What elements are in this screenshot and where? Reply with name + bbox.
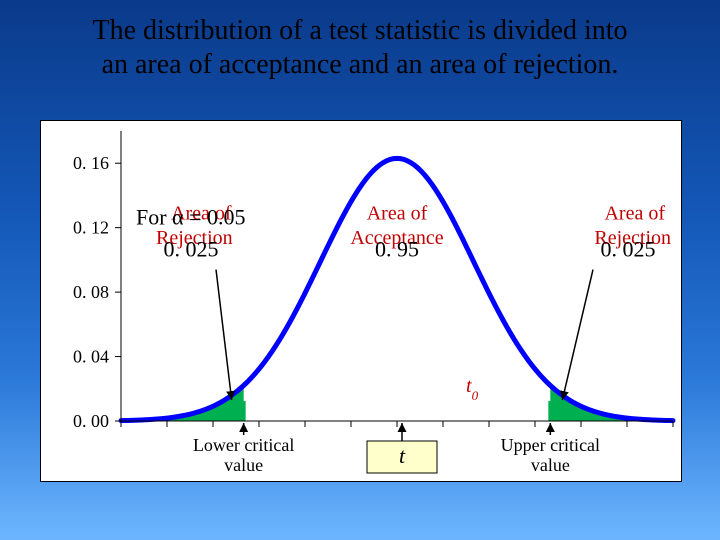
title-line-2: an area of acceptance and an area of rej… (102, 49, 619, 80)
area-acceptance-line1: Area of (367, 203, 428, 225)
alpha-label: For α = 0.05 (136, 204, 246, 229)
lower-critical-label-2: value (224, 455, 263, 475)
distribution-chart: 0. 000. 040. 080. 120. 16Area ofAcceptan… (41, 121, 681, 481)
upper-critical-label-2: value (531, 455, 570, 475)
y-tick-label: 0. 00 (73, 411, 109, 431)
slide-root: The distribution of a test statistic is … (0, 0, 720, 540)
lower-critical-label-1: Lower critical (193, 435, 294, 455)
y-tick-label: 0. 16 (73, 153, 109, 173)
y-tick-label: 0. 08 (73, 282, 109, 302)
left-tail-value: 0. 025 (164, 237, 219, 262)
arrow-left (216, 270, 232, 401)
upper-critical-label-1: Upper critical (501, 435, 600, 455)
t-box-label: t (399, 443, 406, 468)
right-tail-value: 0. 025 (601, 237, 656, 262)
area-rejection-right-1: Area of (604, 203, 665, 225)
center-value: 0. 95 (375, 237, 419, 262)
slide-title: The distribution of a test statistic is … (40, 14, 680, 81)
arrow-right (562, 270, 593, 401)
y-tick-label: 0. 12 (73, 218, 109, 238)
chart-panel: 0. 000. 040. 080. 120. 16Area ofAcceptan… (40, 120, 682, 482)
y-tick-label: 0. 04 (73, 347, 109, 367)
t0-label: t0 (466, 375, 479, 403)
title-line-1: The distribution of a test statistic is … (92, 15, 627, 46)
distribution-curve (121, 158, 673, 420)
